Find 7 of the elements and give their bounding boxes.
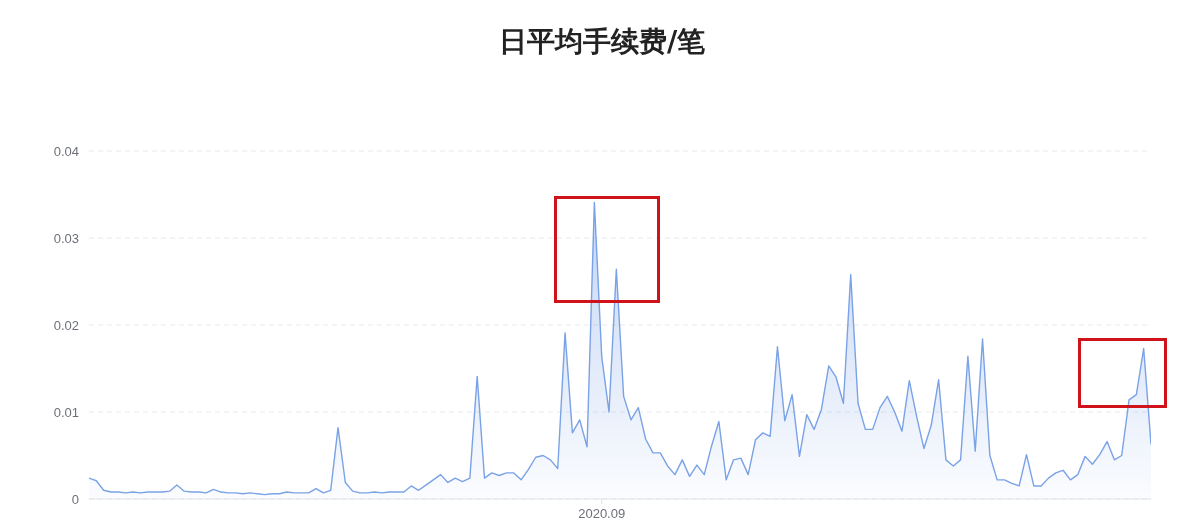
chart-title: 日平均手续费/笔 bbox=[497, 24, 707, 60]
y-tick-label: 0.04 bbox=[53, 143, 79, 159]
y-tick-label: 0.01 bbox=[53, 404, 79, 420]
y-tick-label: 0.02 bbox=[53, 317, 79, 333]
y-tick-label: 0.03 bbox=[53, 230, 79, 246]
y-tick-label: 0 bbox=[71, 491, 79, 507]
x-tick-label: 2020.09 bbox=[578, 506, 626, 522]
